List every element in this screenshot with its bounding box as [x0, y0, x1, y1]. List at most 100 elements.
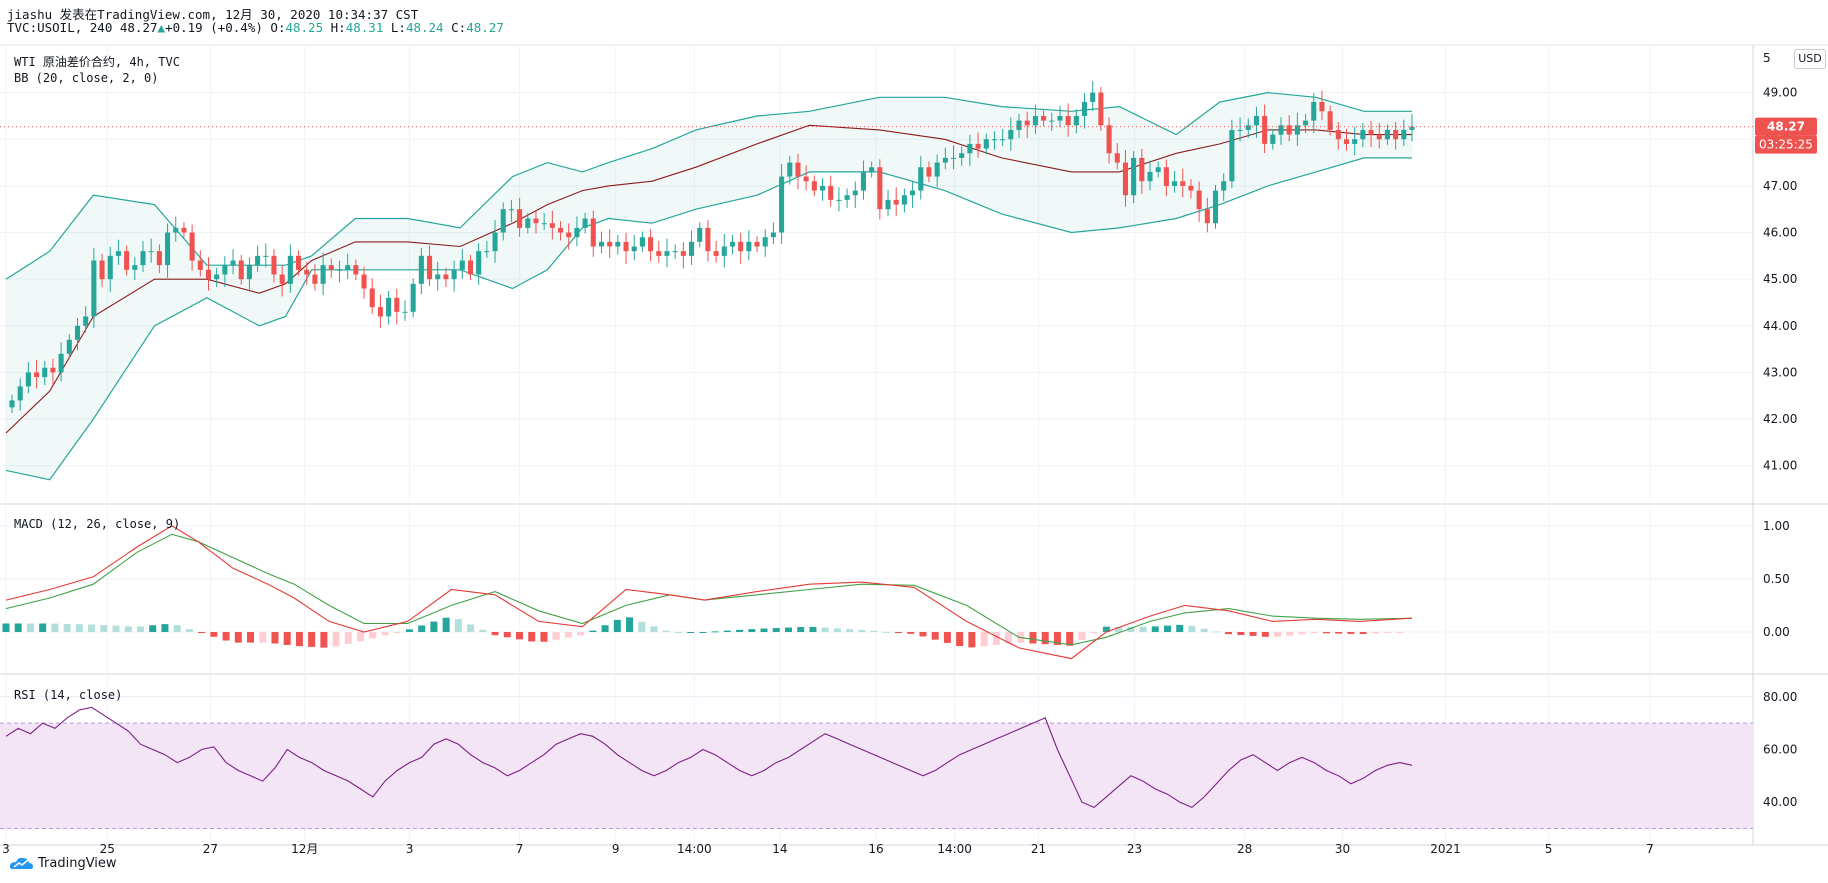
- candle-body: [664, 251, 670, 256]
- footer-brand: TradingView: [38, 855, 117, 871]
- candle-body: [746, 241, 752, 252]
- open-label: O:: [270, 20, 286, 35]
- macd-histogram-bar: [210, 632, 218, 637]
- candle-body: [558, 227, 564, 233]
- candle-body: [1057, 115, 1063, 121]
- candle-body: [1393, 129, 1399, 140]
- open-value: 48.25: [285, 20, 324, 35]
- candle-body: [926, 167, 932, 177]
- macd-histogram-bar: [185, 629, 193, 632]
- close-label: C:: [451, 20, 467, 35]
- macd-histogram-bar: [748, 629, 756, 632]
- main-pane-title: WTI 原油差价合约, 4h, TVC: [14, 55, 180, 69]
- candle-body: [1188, 185, 1194, 191]
- macd-histogram-bar: [919, 632, 927, 637]
- candle-body: [1122, 162, 1128, 196]
- macd-histogram-bar: [405, 629, 413, 632]
- low-label: L:: [390, 20, 406, 35]
- rsi-tick-label: 40.00: [1763, 795, 1797, 809]
- candle-body: [132, 265, 138, 270]
- candle-body: [762, 237, 768, 247]
- macd-histogram-bar: [454, 619, 462, 632]
- macd-histogram-bar: [882, 631, 890, 633]
- candle-body: [165, 232, 171, 266]
- candle-body: [860, 171, 866, 191]
- macd-histogram-bar: [674, 632, 682, 633]
- macd-histogram-bar: [503, 632, 511, 638]
- macd-histogram-bar: [124, 626, 132, 632]
- candle-body: [688, 241, 695, 256]
- candle-body: [1343, 139, 1350, 144]
- candle-body: [287, 255, 293, 284]
- candle-body: [607, 241, 613, 247]
- candle-body: [631, 246, 637, 252]
- candle-body: [1196, 190, 1202, 210]
- macd-histogram-bar: [1005, 632, 1013, 644]
- x-tick-label: 7: [1646, 842, 1654, 856]
- candle-body: [74, 325, 81, 340]
- candle-body: [402, 311, 408, 313]
- candle-body: [1237, 129, 1243, 131]
- candle-body: [222, 265, 228, 275]
- currency-button[interactable]: USD: [1794, 49, 1826, 69]
- macd-histogram-bar: [515, 632, 523, 640]
- macd-histogram-bar: [100, 625, 108, 632]
- candle-body: [214, 274, 220, 280]
- candle-body: [803, 176, 809, 182]
- price-tick-label: 47.00: [1763, 179, 1797, 193]
- macd-histogram-bar: [662, 630, 670, 632]
- macd-histogram-bar: [1335, 632, 1343, 634]
- macd-histogram-bar: [1310, 632, 1318, 634]
- candle-body: [304, 269, 310, 275]
- candle-body: [1327, 111, 1333, 130]
- macd-histogram-bar: [552, 632, 560, 640]
- candle-body: [754, 241, 760, 247]
- candle-body: [1016, 120, 1022, 130]
- candle-body: [1073, 115, 1079, 126]
- candle-body: [99, 260, 105, 280]
- macd-histogram-bar: [943, 632, 951, 643]
- candle-body: [787, 162, 793, 177]
- candle-body: [1335, 129, 1341, 140]
- footer-logo[interactable]: TradingView: [8, 855, 117, 871]
- macd-histogram-bar: [136, 626, 144, 632]
- macd-histogram-bar: [1188, 626, 1196, 632]
- rsi-pane-title[interactable]: RSI (14, close): [14, 688, 123, 702]
- macd-histogram-bar: [968, 632, 976, 648]
- macd-histogram-bar: [418, 625, 426, 632]
- candle-body: [697, 227, 703, 242]
- macd-histogram-bar: [430, 621, 438, 632]
- candle-body: [427, 255, 433, 280]
- price-tick-label-top: 5: [1763, 51, 1771, 65]
- macd-histogram-bar: [369, 632, 377, 639]
- candle-body: [844, 195, 850, 200]
- candle-body: [42, 367, 48, 378]
- candle-body: [1303, 120, 1309, 126]
- macd-histogram-bar: [467, 624, 475, 632]
- candle-body: [959, 153, 965, 158]
- bb-indicator-title[interactable]: BB (20, close, 2, 0): [14, 71, 159, 85]
- candle-body: [1139, 157, 1145, 182]
- macd-histogram-bar: [589, 630, 597, 632]
- x-tick-label: 30: [1335, 842, 1350, 856]
- candle-body: [34, 372, 40, 378]
- macd-histogram-bar: [931, 632, 939, 640]
- candle-body: [656, 251, 662, 256]
- macd-histogram-bar: [39, 623, 47, 632]
- macd-histogram-bar: [1322, 632, 1330, 634]
- macd-histogram-bar: [1163, 625, 1171, 632]
- candle-body: [1212, 190, 1219, 224]
- candle-body: [1409, 126, 1415, 130]
- candle-body: [991, 139, 997, 141]
- macd-histogram-bar: [626, 617, 634, 632]
- candle-body: [779, 176, 785, 233]
- candle-body: [279, 274, 285, 284]
- macd-histogram-bar: [1041, 632, 1049, 645]
- macd-pane-title[interactable]: MACD (12, 26, close, 9): [14, 517, 181, 531]
- symbol-prefix: TVC:USOIL, 240 48.27: [7, 20, 158, 35]
- x-tick-label: 16: [868, 842, 883, 856]
- macd-histogram-bar: [992, 632, 1000, 645]
- macd-histogram-bar: [51, 623, 59, 632]
- candle-body: [1245, 125, 1251, 130]
